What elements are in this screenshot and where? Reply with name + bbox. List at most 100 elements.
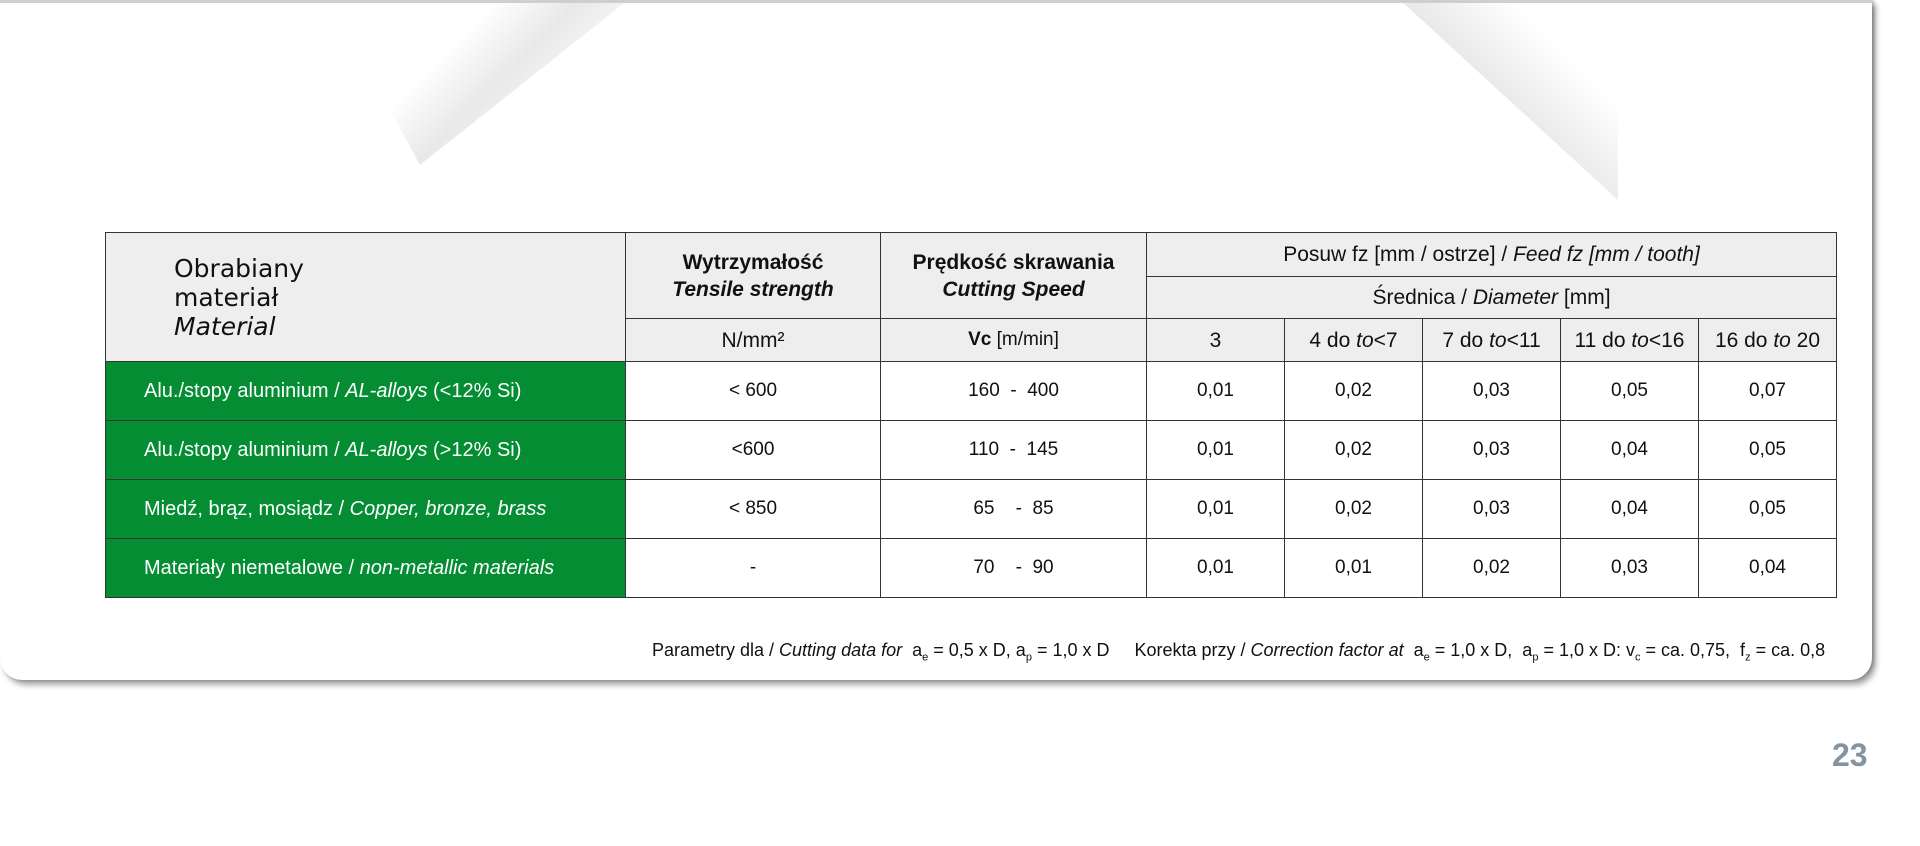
feed-cell: 0,07 bbox=[1698, 361, 1837, 421]
cutting-data-table: Obrabiany materiał Material Wytrzymałość… bbox=[105, 232, 1837, 598]
feed-cell: 0,02 bbox=[1284, 420, 1423, 480]
footnote-sub: e bbox=[922, 651, 929, 664]
footnote-part: Parametry dla / bbox=[652, 640, 780, 660]
header-tensile: Wytrzymałość Tensile strength bbox=[625, 232, 881, 319]
header-material: Obrabiany materiał Material bbox=[105, 232, 626, 362]
table-row: Materiały niemetalowe / non-metallic mat… bbox=[105, 538, 1837, 598]
header-speed-unit-rest: [m/min] bbox=[991, 329, 1059, 350]
header-diameter-unit: [mm] bbox=[1558, 286, 1611, 309]
diam-3-a: 7 do bbox=[1442, 328, 1490, 352]
header-feed-main: Posuw fz [mm / ostrze] / bbox=[1283, 243, 1514, 266]
material-pl: Alu./stopy aluminium / bbox=[144, 379, 346, 402]
footnote-sub: e bbox=[1423, 651, 1430, 664]
header-speed-unit: Vc [m/min] bbox=[880, 318, 1147, 362]
material-pl: Miedź, brąz, mosiądz / bbox=[144, 497, 350, 520]
footnote-sub: p bbox=[1025, 651, 1032, 664]
header-diameter-col-4: 11 do to<16 bbox=[1560, 318, 1699, 362]
page-number: 23 bbox=[1832, 737, 1868, 773]
feed-cell: 0,02 bbox=[1422, 538, 1561, 598]
feed-cell: 0,02 bbox=[1284, 361, 1423, 421]
header-diameter-col-5: 16 do to 20 bbox=[1698, 318, 1837, 362]
diam-5-c: 20 bbox=[1790, 328, 1821, 352]
feed-cell: 0,02 bbox=[1284, 479, 1423, 539]
header-tensile-main: Wytrzymałość bbox=[682, 250, 824, 274]
table-row: Alu./stopy aluminium / AL-alloys (<12% S… bbox=[105, 361, 1837, 421]
footnote-part: a bbox=[902, 640, 923, 660]
footnote-part: = 1,0 x D Korekta przy / bbox=[1031, 640, 1251, 660]
material-pl: Alu./stopy aluminium / bbox=[144, 438, 346, 461]
tensile-cell: <600 bbox=[625, 420, 881, 480]
diam-4-a: 11 do bbox=[1574, 328, 1632, 352]
header-material-line1: Obrabiany bbox=[174, 253, 304, 283]
header-feed-sub: Feed fz [mm / tooth] bbox=[1513, 243, 1700, 266]
feed-cell: 0,01 bbox=[1146, 479, 1285, 539]
header-diameter-col-2: 4 do to<7 bbox=[1284, 318, 1423, 362]
speed-cell: 110 - 145 bbox=[880, 420, 1147, 480]
material-pl: Materiały niemetalowe / bbox=[144, 556, 360, 579]
material-cell: Alu./stopy aluminium / AL-alloys (<12% S… bbox=[105, 361, 626, 421]
footnote-sub: c bbox=[1634, 651, 1641, 664]
diam-2-a: 4 do bbox=[1309, 328, 1357, 352]
feed-cell: 0,04 bbox=[1560, 479, 1699, 539]
feed-cell: 0,03 bbox=[1422, 361, 1561, 421]
diam-5-a: 16 do bbox=[1714, 328, 1774, 352]
feed-cell: 0,01 bbox=[1146, 361, 1285, 421]
tensile-cell: < 600 bbox=[625, 361, 881, 421]
footnote-part: Correction factor at bbox=[1250, 640, 1404, 660]
header-speed-unit-bold: Vc bbox=[968, 329, 992, 350]
footnote-part: a bbox=[1403, 640, 1424, 660]
header-diameter-col-3: 7 do to<11 bbox=[1422, 318, 1561, 362]
footnote-part: = 0,5 x D, a bbox=[928, 640, 1026, 660]
header-speed: Prędkość skrawania Cutting Speed bbox=[880, 232, 1147, 319]
material-cell: Materiały niemetalowe / non-metallic mat… bbox=[105, 538, 626, 598]
decorative-shape-right bbox=[1400, 0, 1618, 200]
decorative-shape-left bbox=[368, 0, 628, 165]
material-extra: (<12% Si) bbox=[427, 379, 522, 402]
material-en: Copper, bronze, brass bbox=[349, 497, 547, 520]
footnote-part: Cutting data for bbox=[779, 640, 903, 660]
feed-cell: 0,03 bbox=[1422, 420, 1561, 480]
diam-2-b: to bbox=[1356, 328, 1374, 352]
header-speed-sub: Cutting Speed bbox=[942, 277, 1085, 301]
footnote-part: = 1,0 x D, a bbox=[1429, 640, 1533, 660]
feed-cell: 0,04 bbox=[1560, 420, 1699, 480]
diam-4-c: <16 bbox=[1648, 328, 1685, 352]
material-cell: Miedź, brąz, mosiądz / Copper, bronze, b… bbox=[105, 479, 626, 539]
feed-cell: 0,05 bbox=[1560, 361, 1699, 421]
header-tensile-unit: N/mm² bbox=[625, 318, 881, 362]
feed-cell: 0,01 bbox=[1146, 420, 1285, 480]
page-card: Obrabiany materiał Material Wytrzymałość… bbox=[0, 0, 1872, 664]
footnote-sub: p bbox=[1532, 651, 1539, 664]
footnote-part: = ca. 0,75, f bbox=[1640, 640, 1746, 660]
feed-cell: 0,01 bbox=[1284, 538, 1423, 598]
header-feed: Posuw fz [mm / ostrze] / Feed fz [mm / t… bbox=[1146, 232, 1837, 277]
material-cell: Alu./stopy aluminium / AL-alloys (>12% S… bbox=[105, 420, 626, 480]
material-en: AL-alloys bbox=[345, 438, 428, 461]
speed-cell: 160 - 400 bbox=[880, 361, 1147, 421]
header-diameter: Średnica / Diameter [mm] bbox=[1146, 276, 1837, 319]
footnote-part: = ca. 0,8 bbox=[1750, 640, 1826, 660]
diam-5-b: to bbox=[1773, 328, 1791, 352]
header-diameter-sub: Diameter bbox=[1472, 286, 1559, 309]
feed-cell: 0,01 bbox=[1146, 538, 1285, 598]
diam-4-b: to bbox=[1631, 328, 1649, 352]
diam-3-c: <11 bbox=[1506, 328, 1541, 352]
header-tensile-sub: Tensile strength bbox=[672, 277, 834, 301]
feed-cell: 0,05 bbox=[1698, 420, 1837, 480]
feed-cell: 0,03 bbox=[1560, 538, 1699, 598]
speed-cell: 65 - 85 bbox=[880, 479, 1147, 539]
tensile-cell: < 850 bbox=[625, 479, 881, 539]
material-en: AL-alloys bbox=[345, 379, 428, 402]
tensile-cell: - bbox=[625, 538, 881, 598]
header-speed-main: Prędkość skrawania bbox=[912, 250, 1115, 274]
diam-2-c: <7 bbox=[1373, 328, 1398, 352]
feed-cell: 0,04 bbox=[1698, 538, 1837, 598]
header-diameter-col-1: 3 bbox=[1146, 318, 1285, 362]
table-row: Miedź, brąz, mosiądz / Copper, bronze, b… bbox=[105, 479, 1837, 539]
cutting-data-footnote: Parametry dla / Cutting data for ae = 0,… bbox=[652, 640, 1825, 664]
material-en: non-metallic materials bbox=[359, 556, 555, 579]
feed-cell: 0,05 bbox=[1698, 479, 1837, 539]
material-extra: (>12% Si) bbox=[427, 438, 522, 461]
diam-1-a: 3 bbox=[1209, 328, 1222, 352]
footnote-part: = 1,0 x D: v bbox=[1538, 640, 1635, 660]
